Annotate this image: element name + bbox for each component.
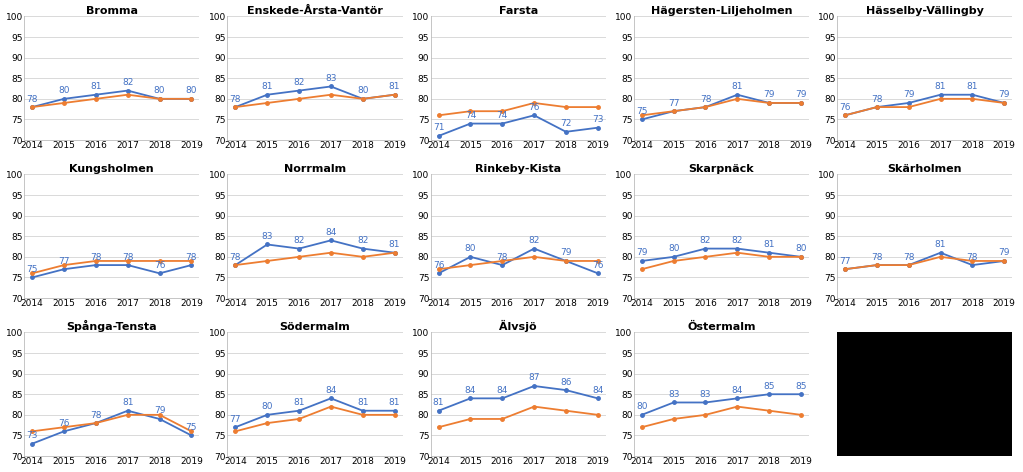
Text: 77: 77 <box>229 414 241 424</box>
Text: 72: 72 <box>561 119 572 128</box>
Text: 82: 82 <box>529 236 540 245</box>
Text: 81: 81 <box>294 398 305 407</box>
Text: 81: 81 <box>122 398 133 407</box>
Text: 84: 84 <box>731 386 743 395</box>
Text: 73: 73 <box>592 115 604 124</box>
Text: 85: 85 <box>763 382 775 391</box>
Text: 79: 79 <box>636 248 648 257</box>
Text: 75: 75 <box>185 423 197 432</box>
Text: 74: 74 <box>496 111 508 120</box>
Text: 87: 87 <box>529 373 540 382</box>
Text: 86: 86 <box>561 378 572 387</box>
Text: 81: 81 <box>731 82 743 91</box>
Title: Kungsholmen: Kungsholmen <box>70 164 154 174</box>
Text: 79: 79 <box>903 91 915 100</box>
Text: 84: 84 <box>464 386 476 395</box>
Text: 83: 83 <box>262 232 273 241</box>
Text: 78: 78 <box>496 253 508 261</box>
Text: 78: 78 <box>27 94 38 103</box>
Text: 73: 73 <box>27 431 38 440</box>
Text: 81: 81 <box>262 82 273 91</box>
Text: 78: 78 <box>229 253 241 261</box>
Text: 80: 80 <box>636 402 648 411</box>
Text: 78: 78 <box>122 253 133 261</box>
Text: 81: 81 <box>433 398 444 407</box>
Title: Älvsjö: Älvsjö <box>499 320 537 332</box>
Text: 79: 79 <box>561 248 572 257</box>
Text: 83: 83 <box>325 74 337 83</box>
Text: 79: 79 <box>763 91 775 100</box>
Text: 77: 77 <box>668 99 679 108</box>
Text: 83: 83 <box>668 390 679 399</box>
Title: Skarpnäck: Skarpnäck <box>688 164 754 174</box>
Text: 79: 79 <box>998 91 1010 100</box>
Text: 85: 85 <box>795 382 807 391</box>
Text: 81: 81 <box>763 240 775 249</box>
Text: 80: 80 <box>464 244 476 253</box>
Text: 80: 80 <box>185 86 197 95</box>
Text: 80: 80 <box>357 86 368 95</box>
Text: 77: 77 <box>839 257 851 266</box>
Text: 82: 82 <box>294 78 305 87</box>
Text: 84: 84 <box>496 386 508 395</box>
Title: Spånga-Tensta: Spånga-Tensta <box>66 320 158 332</box>
Title: Rinkeby-Kista: Rinkeby-Kista <box>475 164 562 174</box>
Text: 76: 76 <box>839 103 851 112</box>
Text: 78: 78 <box>229 94 241 103</box>
Text: 78: 78 <box>872 94 883 103</box>
Text: 82: 82 <box>357 236 368 245</box>
Text: 82: 82 <box>122 78 133 87</box>
Text: 81: 81 <box>90 82 101 91</box>
Text: 80: 80 <box>153 86 166 95</box>
Text: 78: 78 <box>185 253 197 261</box>
Text: 81: 81 <box>357 398 368 407</box>
Title: Östermalm: Östermalm <box>687 321 756 332</box>
Text: 80: 80 <box>795 244 807 253</box>
Text: 78: 78 <box>872 253 883 261</box>
Title: Hägersten-Liljeholmen: Hägersten-Liljeholmen <box>651 6 792 16</box>
Text: 74: 74 <box>464 111 476 120</box>
Text: 76: 76 <box>592 261 604 270</box>
Text: 82: 82 <box>294 236 305 245</box>
Text: 81: 81 <box>389 398 400 407</box>
Text: 79: 79 <box>153 406 166 415</box>
Text: 76: 76 <box>58 419 70 428</box>
Text: 78: 78 <box>700 94 711 103</box>
Text: 76: 76 <box>153 261 166 270</box>
Title: Hässelby-Vällingby: Hässelby-Vällingby <box>865 6 983 16</box>
Text: 81: 81 <box>935 240 946 249</box>
Text: 84: 84 <box>325 228 337 237</box>
Text: 80: 80 <box>262 402 273 411</box>
Text: 79: 79 <box>998 248 1010 257</box>
Text: 82: 82 <box>731 236 743 245</box>
Title: Bromma: Bromma <box>86 6 138 16</box>
Text: 81: 81 <box>389 240 400 249</box>
Text: 78: 78 <box>967 253 978 261</box>
Text: 83: 83 <box>700 390 711 399</box>
Text: 77: 77 <box>58 257 70 266</box>
Text: 76: 76 <box>433 261 444 270</box>
Title: Skärholmen: Skärholmen <box>887 164 962 174</box>
Title: Södermalm: Södermalm <box>279 321 350 332</box>
Title: Norrmalm: Norrmalm <box>284 164 346 174</box>
Text: 78: 78 <box>90 411 101 420</box>
Text: 78: 78 <box>903 253 915 261</box>
Text: 81: 81 <box>967 82 978 91</box>
Text: 79: 79 <box>795 91 807 100</box>
Text: 75: 75 <box>636 107 648 116</box>
Text: 81: 81 <box>935 82 946 91</box>
Title: Enskede-Årsta-Vantör: Enskede-Årsta-Vantör <box>248 6 383 16</box>
Text: 81: 81 <box>389 82 400 91</box>
Text: 76: 76 <box>529 103 540 112</box>
Text: 78: 78 <box>90 253 101 261</box>
Text: 71: 71 <box>433 123 444 132</box>
Text: 75: 75 <box>27 265 38 274</box>
Text: 82: 82 <box>700 236 711 245</box>
Text: 80: 80 <box>58 86 70 95</box>
Text: 84: 84 <box>325 386 337 395</box>
Title: Farsta: Farsta <box>498 6 538 16</box>
Text: 80: 80 <box>668 244 679 253</box>
Text: 84: 84 <box>592 386 604 395</box>
